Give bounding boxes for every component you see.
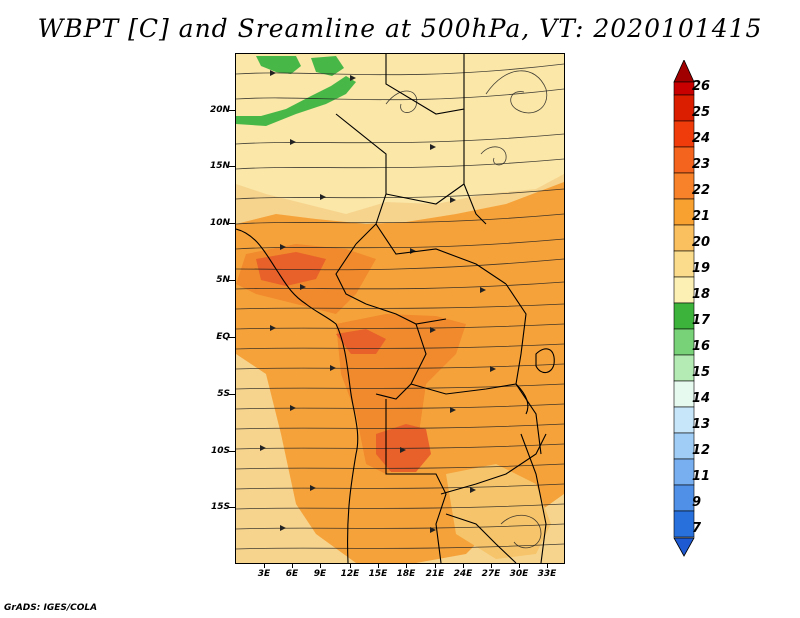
colorbar-label: 12 [692,443,711,458]
lon-label: 6E [285,569,299,579]
colorbar-label: 13 [692,417,711,432]
lat-label: 10S [210,446,230,456]
lon-label: 12E [340,569,360,579]
lon-tick [292,563,293,568]
colorbar-cell [673,458,695,486]
colorbar-label: 26 [692,79,711,94]
lat-tick [229,166,236,167]
lat-tick [229,507,236,508]
colorbar-cell [673,328,695,356]
lon-label: 21E [425,569,445,579]
lat-tick [229,223,236,224]
colorbar-cell [673,224,695,252]
lon-label: 27E [481,569,501,579]
colorbar-label: 16 [692,339,711,354]
colorbar-label: 14 [692,391,711,406]
colorbar-label: 20 [692,235,711,250]
colorbar-cell [673,250,695,278]
lat-label: 5S [217,389,230,399]
colorbar-cell [673,198,695,226]
lat-label: 15N [209,161,230,171]
map-panel [235,53,565,564]
colorbar-cell [673,146,695,174]
lon-label: 18E [396,569,416,579]
chart-title: WBPT [C] and Sreamline at 500hPa, VT: 20… [37,14,763,43]
lon-label: 33E [537,569,557,579]
lon-label: 9E [313,569,327,579]
colorbar-label: 11 [692,469,711,484]
colorbar-label: 9 [692,495,702,510]
colorbar-top-arrow [673,60,695,83]
lat-tick [229,451,236,452]
colorbar-label: 18 [692,287,711,302]
wbpt-fill-green-top [256,56,344,76]
colorbar-bottom-arrow [673,537,695,557]
colorbar-cell [673,432,695,460]
colorbar-cell [673,302,695,330]
lon-tick [406,563,407,568]
wbpt-fill-19-20-se [446,464,551,559]
colorbar-cell [673,380,695,408]
colorbar-label: 25 [692,105,711,120]
colorbar-cell [673,354,695,382]
map-canvas [236,54,564,563]
colorbar-cell [673,406,695,434]
lon-tick [463,563,464,568]
wbpt-fill-18-19 [236,54,564,214]
colorbar-cells [673,81,695,538]
colorbar-cell [673,81,695,96]
lon-tick [378,563,379,568]
lon-label: 3E [257,569,271,579]
lat-label: EQ [216,332,230,342]
colorbar-label: 7 [692,521,702,536]
lat-tick [229,337,236,338]
lat-tick [229,394,236,395]
colorbar-cell [673,484,695,512]
colorbar-label: 21 [692,209,711,224]
lat-label: 10N [209,218,230,228]
colorbar [673,60,695,557]
colorbar-cell [673,510,695,538]
lon-tick [264,563,265,568]
streamline-arrows [260,70,496,533]
grads-credit: GrADS: IGES/COLA [4,603,98,613]
colorbar-label: 19 [692,261,711,276]
colorbar-label: 22 [692,183,711,198]
country-borders [236,54,555,563]
lon-label: 30E [509,569,529,579]
lat-tick [229,110,236,111]
colorbar-cell [673,120,695,148]
lon-tick [435,563,436,568]
colorbar-cell [673,94,695,122]
lon-tick [491,563,492,568]
colorbar-label: 17 [692,313,711,328]
lon-tick [320,563,321,568]
lon-tick [350,563,351,568]
lat-label: 15S [210,502,230,512]
lat-label: 5N [216,275,230,285]
colorbar-label: 24 [692,131,711,146]
wbpt-fill-22-23 [256,252,326,286]
colorbar-label: 15 [692,365,711,380]
lon-tick [519,563,520,568]
lon-label: 15E [368,569,388,579]
colorbar-label: 23 [692,157,711,172]
lat-label: 20N [209,105,230,115]
lon-label: 24E [453,569,473,579]
colorbar-cell [673,172,695,200]
wbpt-fill-22-23-c [336,329,386,354]
lon-tick [547,563,548,568]
colorbar-cell [673,276,695,304]
wbpt-fill-green [236,76,356,126]
lat-tick [229,280,236,281]
